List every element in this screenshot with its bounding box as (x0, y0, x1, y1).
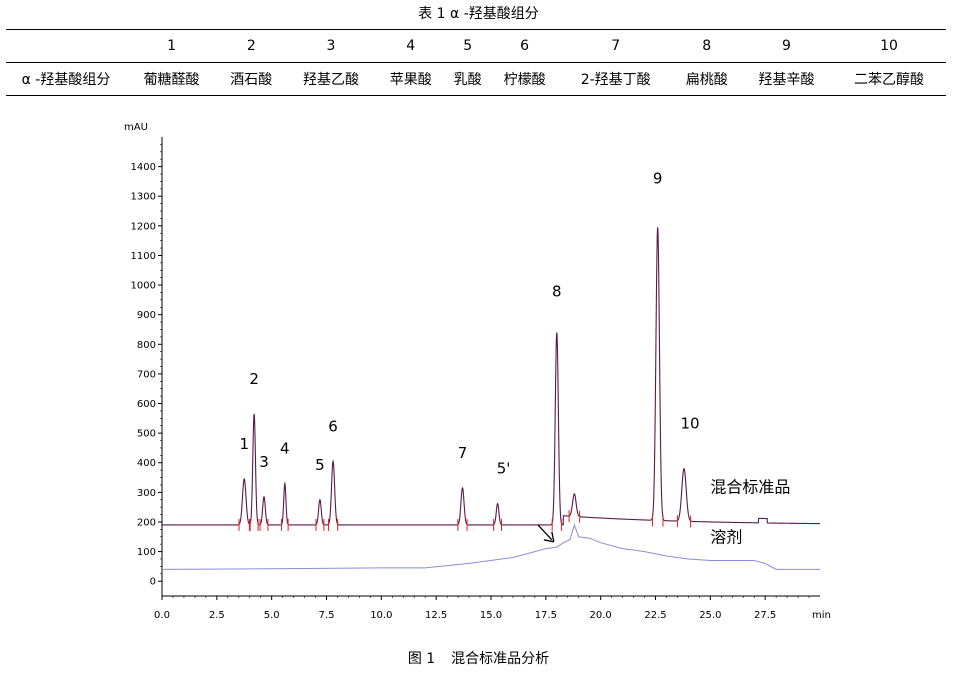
figure-caption: 图 1 混合标准品分析 (0, 648, 957, 668)
col-num: 5 (444, 29, 491, 63)
y-tick-label: 800 (137, 340, 156, 351)
x-tick-label: 0.0 (154, 610, 170, 621)
y-tick-label: 300 (137, 488, 156, 499)
x-tick-label: 12.5 (425, 610, 447, 621)
y-tick-label: 1100 (131, 251, 156, 262)
x-tick-label: 20.0 (590, 610, 612, 621)
x-axis-label: min (812, 610, 831, 621)
col-num: 3 (285, 29, 377, 63)
y-tick-label: 1000 (131, 281, 156, 292)
x-tick-label: 7.5 (319, 610, 335, 621)
peak-label: 2 (249, 370, 259, 388)
x-tick-label: 10.0 (370, 610, 392, 621)
col-num: 2 (217, 29, 286, 63)
col-num: 6 (490, 29, 559, 63)
peak-label: 7 (458, 444, 468, 462)
y-tick-label: 600 (137, 399, 156, 410)
col-name: 乳酸 (444, 62, 491, 96)
y-tick-label: 700 (137, 369, 156, 380)
y-tick-label: 400 (137, 458, 156, 469)
y-axis-label: mAU (124, 122, 148, 133)
table-header-row: 1 2 3 4 5 6 7 8 9 10 (6, 29, 946, 63)
x-tick-label: 25.0 (699, 610, 721, 621)
figure-caption-prefix: 图 1 (407, 651, 436, 667)
y-tick-label: 1200 (131, 221, 156, 232)
series-annotation-solvent: 溶剂 (710, 528, 742, 547)
series-line-solvent (161, 523, 820, 570)
chromatogram-chart: 0 100 200 300 400 500 600 700 800 900 1000 1100 1200… (124, 122, 831, 621)
col-num: 1 (126, 29, 218, 63)
table-body-row: α -羟基酸组分 葡糖醛酸 酒石酸 羟基乙酸 苹果酸 乳酸 柠檬酸 2-羟基丁酸… (6, 62, 946, 96)
peak-label: 3 (259, 453, 269, 471)
x-tick-label: 15.0 (480, 610, 502, 621)
peak-label: 6 (328, 417, 338, 435)
x-tick-label: 2.5 (209, 610, 225, 621)
col-num: 9 (740, 29, 833, 63)
arrow-shaft (537, 524, 553, 541)
figure-caption-text: 混合标准品分析 (451, 651, 550, 667)
col-num: 10 (832, 29, 946, 63)
col-name: 二苯乙醇酸 (832, 62, 946, 96)
peak-label: 5' (497, 460, 511, 478)
col-name: 酒石酸 (217, 62, 286, 96)
peak-label: 10 (680, 415, 699, 433)
series-annotation-standard: 混合标准品 (710, 477, 790, 496)
series-line-standard (162, 227, 820, 526)
col-name: 柠檬酸 (490, 62, 559, 96)
col-name: 2-羟基丁酸 (558, 62, 673, 96)
peak-label: 9 (653, 169, 663, 187)
y-tick-label: 1300 (131, 192, 156, 203)
peak-label: 1 (239, 435, 249, 453)
y-tick-label: 1400 (131, 162, 156, 173)
x-tick-label: 27.5 (754, 610, 776, 621)
col-num: 7 (558, 29, 673, 63)
col-name: 羟基辛酸 (740, 62, 833, 96)
x-tick-label: 17.5 (535, 610, 557, 621)
acid-table: 1 2 3 4 5 6 7 8 9 10 α -羟基酸组分 葡糖醛酸 酒石酸 羟… (6, 29, 946, 96)
peak-label: 5 (315, 456, 325, 474)
table-title: 表 1 α -羟基酸组分 (418, 6, 539, 22)
col-name: 扁桃酸 (672, 62, 741, 96)
row-label: α -羟基酸组分 (6, 62, 126, 96)
col-name: 苹果酸 (376, 62, 445, 96)
y-tick-label: 500 (137, 429, 156, 440)
peak-label: 4 (280, 439, 290, 457)
peak-label: 8 (552, 282, 562, 300)
col-name: 葡糖醛酸 (126, 62, 218, 96)
table-header-label (6, 29, 126, 63)
y-tick-label: 900 (137, 310, 156, 321)
x-tick-label: 22.5 (644, 610, 666, 621)
col-num: 8 (672, 29, 741, 63)
y-tick-label: 200 (137, 517, 156, 528)
y-tick-label: 100 (137, 547, 156, 558)
x-tick-label: 5.0 (264, 610, 280, 621)
col-num: 4 (376, 29, 445, 63)
col-name: 羟基乙酸 (285, 62, 377, 96)
y-tick-label: 0 (150, 577, 156, 588)
arrow-head (543, 531, 555, 543)
